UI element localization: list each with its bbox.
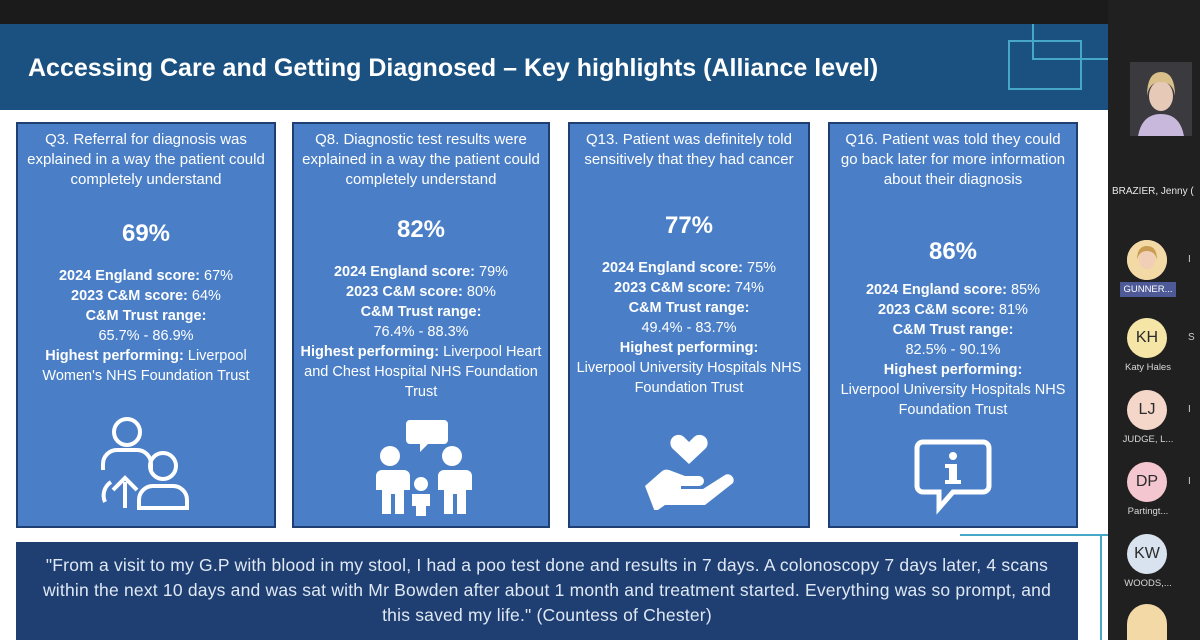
cm-label: 2023 C&M score: xyxy=(346,284,463,300)
highest-value: Liverpool Heart and Chest Hospital NHS F… xyxy=(304,344,542,400)
range-value: 65.7% - 86.9% xyxy=(98,328,194,344)
highest-value: Liverpool University Hospitals NHS Found… xyxy=(840,382,1066,418)
card-percentage: 86% xyxy=(928,238,978,265)
presentation-slide: Accessing Care and Getting Diagnosed – K… xyxy=(0,24,1108,640)
decorative-line-box xyxy=(1032,24,1108,60)
card-stats: 2024 England score: 75% 2023 C&M score: … xyxy=(576,258,802,398)
participant-name: JUDGE, L... xyxy=(1122,434,1174,445)
speaker-photo xyxy=(1130,62,1192,136)
cm-label: 2023 C&M score: xyxy=(614,280,731,296)
participant-tile[interactable]: LJ JUDGE, L... I xyxy=(1120,390,1200,452)
card-stats: 2024 England score: 85% 2023 C&M score: … xyxy=(836,280,1070,420)
range-value: 82.5% - 90.1% xyxy=(905,342,1001,358)
cm-value: 80% xyxy=(466,284,496,300)
england-value: 85% xyxy=(1011,282,1041,298)
highest-value: Liverpool Women's NHS Foundation Trust xyxy=(42,348,250,384)
cm-label: 2023 C&M score: xyxy=(878,302,995,318)
england-label: 2024 England score: xyxy=(601,260,743,276)
highest-value: Liverpool University Hospitals NHS Found… xyxy=(576,360,802,396)
card-question: Q13. Patient was definitely told sensiti… xyxy=(584,131,794,168)
participant-tile[interactable]: GUNNER... I xyxy=(1120,240,1200,302)
participant-name: WOODS,... xyxy=(1124,578,1172,589)
highest-label: Highest performing: xyxy=(619,340,759,356)
speaker-video-tile[interactable] xyxy=(1130,62,1192,136)
participant-tile[interactable]: KH Katy Hales S xyxy=(1120,318,1200,380)
avatar xyxy=(1127,604,1167,640)
decorative-line-box xyxy=(1008,40,1082,90)
card-stats: 2024 England score: 67% 2023 C&M score: … xyxy=(24,266,268,386)
range-value: 76.4% - 88.3% xyxy=(373,324,469,340)
participant-photo xyxy=(1127,240,1167,280)
card-question: Q8. Diagnostic test results were explain… xyxy=(302,131,540,188)
card-percentage: 82% xyxy=(396,216,446,243)
participant-name: Partingt... xyxy=(1127,506,1169,517)
avatar: DP xyxy=(1127,462,1167,502)
england-label: 2024 England score: xyxy=(865,282,1007,298)
card-question: Q3. Referral for diagnosis was explained… xyxy=(27,131,265,188)
decorative-line xyxy=(960,534,1108,536)
avatar: KW xyxy=(1127,534,1167,574)
slide-header: Accessing Care and Getting Diagnosed – K… xyxy=(0,24,1108,110)
info-speech-icon xyxy=(914,439,992,515)
highlight-card-q8: Q8. Diagnostic test results were explain… xyxy=(292,122,550,528)
highest-label: Highest performing: xyxy=(883,362,1023,378)
highest-label: Highest performing: xyxy=(300,344,440,360)
cm-value: 81% xyxy=(998,302,1028,318)
referral-people-icon xyxy=(101,417,189,510)
heart-hand-icon xyxy=(645,434,734,510)
card-percentage: 69% xyxy=(121,220,171,247)
england-label: 2024 England score: xyxy=(333,264,475,280)
side-mark: I xyxy=(1188,476,1191,487)
range-label: C&M Trust range: xyxy=(360,304,482,320)
avatar xyxy=(1127,240,1167,280)
range-value: 49.4% - 83.7% xyxy=(641,320,737,336)
cm-label: 2023 C&M score: xyxy=(71,288,188,304)
england-value: 79% xyxy=(479,264,509,280)
participant-tile[interactable]: KW WOODS,... xyxy=(1120,534,1200,596)
side-mark: I xyxy=(1188,404,1191,415)
decorative-line xyxy=(1100,534,1102,640)
card-stats: 2024 England score: 79% 2023 C&M score: … xyxy=(300,262,542,402)
side-mark: I xyxy=(1188,254,1191,265)
patient-quote: "From a visit to my G.P with blood in my… xyxy=(16,542,1078,640)
participant-name: Katy Hales xyxy=(1125,362,1171,373)
range-label: C&M Trust range: xyxy=(628,300,750,316)
highlight-card-q3: Q3. Referral for diagnosis was explained… xyxy=(16,122,276,528)
avatar: KH xyxy=(1127,318,1167,358)
england-value: 67% xyxy=(204,268,234,284)
participant-tile[interactable] xyxy=(1120,604,1200,640)
participant-name: GUNNER... xyxy=(1120,282,1176,297)
speaker-name: BRAZIER, Jenny ( xyxy=(1112,186,1194,197)
slide-title: Accessing Care and Getting Diagnosed – K… xyxy=(28,54,879,82)
range-label: C&M Trust range: xyxy=(892,322,1014,338)
england-label: 2024 England score: xyxy=(58,268,200,284)
highlight-card-q16: Q16. Patient was told they could go back… xyxy=(828,122,1078,528)
highest-label: Highest performing: xyxy=(45,348,184,364)
participant-tile[interactable]: DP Partingt... I xyxy=(1120,462,1200,524)
highlight-card-q13: Q13. Patient was definitely told sensiti… xyxy=(568,122,810,528)
card-question: Q16. Patient was told they could go back… xyxy=(840,131,1066,188)
avatar: LJ xyxy=(1127,390,1167,430)
cm-value: 74% xyxy=(734,280,764,296)
conversation-people-icon xyxy=(376,420,472,516)
card-percentage: 77% xyxy=(664,212,714,239)
side-mark: S xyxy=(1188,332,1195,343)
range-label: C&M Trust range: xyxy=(85,308,207,324)
cm-value: 64% xyxy=(191,288,221,304)
england-value: 75% xyxy=(747,260,777,276)
